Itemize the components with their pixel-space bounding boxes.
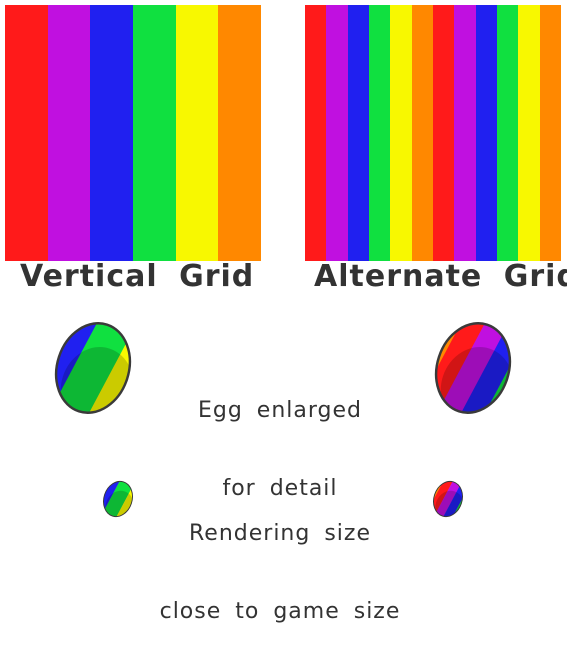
stripe xyxy=(305,5,327,261)
stripe xyxy=(518,5,540,261)
stripe xyxy=(5,5,48,261)
vertical-grid-texture xyxy=(5,5,262,261)
stripe xyxy=(432,5,455,261)
stripe xyxy=(47,5,91,261)
stripe xyxy=(326,5,348,261)
stripe xyxy=(454,5,476,261)
caption-rendering-line-1: Rendering size xyxy=(189,521,371,546)
egg-large-vertical-grid xyxy=(44,313,142,423)
egg-band xyxy=(432,313,513,423)
egg-graphic xyxy=(424,313,522,423)
stripe xyxy=(368,5,391,261)
egg-band xyxy=(46,313,140,423)
egg-band xyxy=(99,477,137,521)
stripe xyxy=(347,5,369,261)
stripe xyxy=(475,5,497,261)
caption-enlarged-line-2: for detail xyxy=(222,476,338,501)
caption-egg-enlarged: Egg enlarged for detail xyxy=(150,346,410,528)
egg-graphic xyxy=(44,313,142,423)
stripe xyxy=(411,5,433,261)
stripe xyxy=(175,5,219,261)
stripe xyxy=(496,5,519,261)
egg-band xyxy=(432,477,464,521)
stripe xyxy=(218,5,262,261)
vertical-grid-title: Vertical Grid xyxy=(20,259,255,294)
stripe xyxy=(539,5,561,261)
egg-graphic xyxy=(429,477,467,521)
alternate-grid-title: Alternate Grid xyxy=(314,259,567,294)
alternate-grid-texture xyxy=(305,5,561,261)
stripe xyxy=(133,5,176,261)
caption-rendering-size: Rendering size close to game size xyxy=(130,469,430,651)
egg-large-alternate-grid xyxy=(424,313,522,423)
stripe xyxy=(90,5,134,261)
egg-small-alternate-grid xyxy=(429,477,467,521)
stripe xyxy=(390,5,412,261)
caption-enlarged-line-1: Egg enlarged xyxy=(197,398,363,423)
caption-rendering-line-2: close to game size xyxy=(159,599,401,624)
